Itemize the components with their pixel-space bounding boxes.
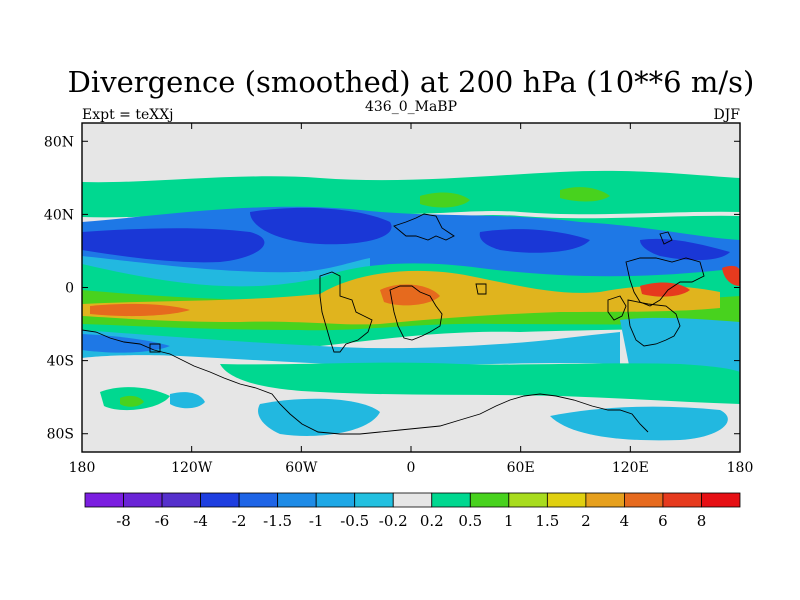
colorbar-swatch — [238, 492, 279, 508]
colorbar-swatch — [431, 492, 471, 508]
x-tick-label: 60W — [285, 460, 318, 476]
colorbar-label: -2 — [232, 512, 247, 530]
newfoundland-outline — [659, 231, 673, 245]
south-polar-negative-b — [550, 406, 728, 441]
x-tick-label: 180 — [69, 460, 96, 476]
chart-title: Divergence (smoothed) at 200 hPa (10**6 … — [68, 65, 755, 99]
colorbar-swatch — [585, 492, 625, 508]
colorbar-swatch — [315, 492, 356, 508]
coastlines — [82, 213, 705, 435]
x-tick-label: 120W — [171, 460, 213, 476]
divergence-field — [82, 123, 740, 452]
south-positive-band — [220, 362, 740, 404]
north-strong-negative-east — [479, 229, 590, 253]
colorbar-swatch — [200, 492, 240, 508]
colorbar-label: -0.2 — [379, 512, 408, 530]
australia-coastline — [627, 299, 681, 347]
colorbar-swatch — [354, 492, 394, 508]
colorbar-swatch — [662, 492, 702, 508]
season-label: DJF — [713, 107, 740, 123]
colorbar-swatch — [624, 492, 664, 508]
y-tick-label: 0 — [65, 281, 74, 297]
colorbar-swatch — [546, 492, 587, 508]
colorbar-label: -0.5 — [340, 512, 369, 530]
north-positive-core — [420, 192, 470, 208]
colorbar-swatch — [701, 492, 741, 508]
y-tick-label: 80N — [44, 134, 74, 150]
colorbar-swatch — [161, 492, 201, 508]
colorbar-label: 8 — [697, 512, 707, 530]
south-positive-core — [120, 395, 144, 407]
equatorial-strong-positive-west — [90, 303, 190, 317]
colorbar-swatch — [84, 492, 124, 508]
colorbar: -8 -6 -4 -2 -1.5 -1 -0.5 -0.2 0.2 0.5 1 1.5 2 4 6 8 — [84, 492, 741, 530]
x-tick-label: 60E — [507, 460, 535, 476]
x-tick-label: 180 — [727, 460, 754, 476]
colorbar-label: 0.2 — [420, 512, 444, 530]
antarctica-coastline — [82, 329, 649, 435]
south-polar-negative-a — [258, 398, 380, 436]
x-tick-label: 0 — [407, 460, 416, 476]
island-outline — [475, 283, 487, 295]
colorbar-label: -4 — [193, 512, 208, 530]
colorbar-label: -8 — [116, 512, 131, 530]
indonesia-coastline — [607, 295, 627, 321]
south-polar-negative-c — [170, 392, 205, 409]
africa-coastline — [389, 285, 443, 341]
x-axis: 180 120W 60W 0 60E 120E 180 — [69, 123, 754, 476]
colorbar-label: 1 — [504, 512, 514, 530]
equatorial-strong-positive-central — [380, 284, 440, 306]
colorbar-label: -1 — [309, 512, 324, 530]
colorbar-label: 1.5 — [535, 512, 559, 530]
colorbar-swatch — [277, 492, 317, 508]
north-strong-negative-west — [82, 228, 265, 263]
equatorial-maximum-east — [722, 265, 740, 286]
colorbar-label: 4 — [620, 512, 630, 530]
south-negative-band — [82, 330, 620, 366]
experiment-label: Expt = teXXj — [82, 107, 174, 123]
x-tick-label: 120E — [612, 460, 649, 476]
north-strong-negative-central — [250, 207, 392, 245]
colorbar-label: 0.5 — [458, 512, 482, 530]
south-america-coastline — [319, 271, 373, 353]
y-tick-label: 80S — [47, 427, 74, 443]
north-positive-core-2 — [560, 187, 610, 202]
colorbar-label: 6 — [658, 512, 668, 530]
north-america-coastline — [393, 213, 455, 241]
pacific-maximum — [640, 282, 690, 297]
run-id-label: 436_0_MaBP — [365, 99, 457, 115]
south-negative-east — [620, 317, 740, 375]
south-negative-core — [82, 334, 170, 353]
colorbar-swatch — [123, 492, 163, 508]
island-outline-2 — [149, 343, 161, 353]
colorbar-swatch — [508, 492, 548, 508]
y-tick-label: 40N — [44, 207, 74, 223]
north-strong-negative-far-east — [640, 238, 730, 261]
colorbar-swatch — [392, 492, 433, 508]
colorbar-swatch — [469, 492, 510, 508]
colorbar-label: -1.5 — [263, 512, 292, 530]
colorbar-label: -6 — [155, 512, 170, 530]
y-tick-label: 40S — [47, 354, 74, 370]
asia-coastline — [625, 257, 705, 307]
y-axis: 80N 40N 0 40S 80S — [44, 134, 740, 443]
colorbar-label: 2 — [581, 512, 591, 530]
